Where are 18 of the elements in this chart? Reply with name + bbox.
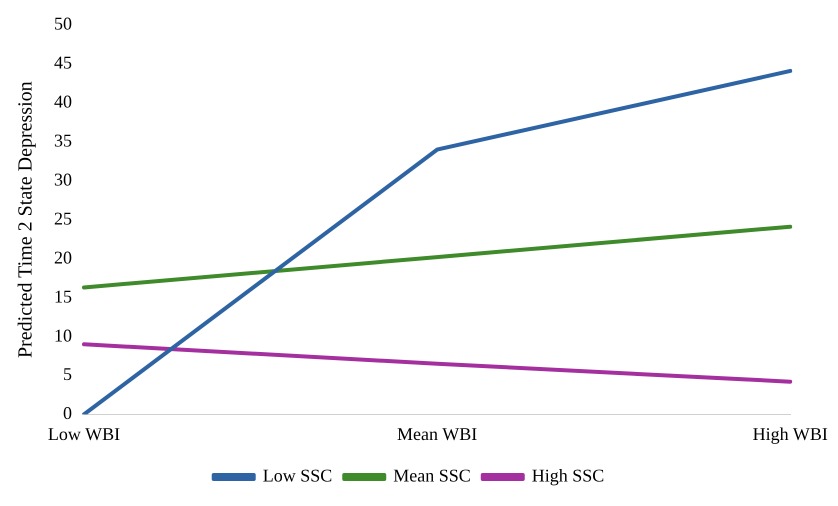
y-tick-label: 10: [54, 325, 72, 346]
y-tick-label: 30: [54, 169, 72, 190]
y-tick-label: 0: [63, 403, 72, 424]
y-tick-label: 45: [54, 52, 72, 73]
x-tick-label: Mean WBI: [397, 424, 478, 444]
y-tick-label: 50: [54, 14, 72, 34]
legend-label: Mean SSC: [393, 466, 471, 486]
y-tick-label: 5: [63, 364, 72, 384]
x-tick-label: High WBI: [752, 424, 828, 444]
y-tick-label: 40: [54, 92, 72, 112]
legend-label: Low SSC: [262, 466, 332, 486]
y-tick-label: 25: [54, 208, 72, 228]
y-tick-label: 35: [54, 130, 72, 151]
y-axis-title: Predicted Time 2 State Depression: [14, 81, 36, 358]
x-tick-label: Low WBI: [48, 424, 120, 444]
y-tick-label: 20: [54, 247, 72, 268]
legend-label: High SSC: [532, 466, 604, 486]
y-tick-label: 15: [54, 286, 72, 306]
